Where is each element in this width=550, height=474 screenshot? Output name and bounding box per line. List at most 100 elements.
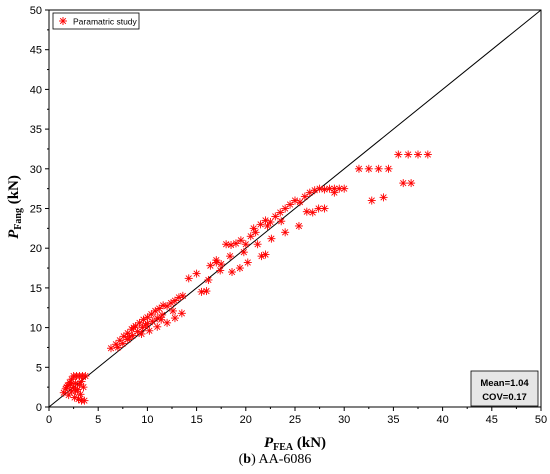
legend-marker-star [59,17,67,25]
y-axis-label-unit: (kN) [6,175,22,208]
data-point [158,310,167,319]
caption-text: AA-6086 [255,452,312,467]
data-point [177,309,186,318]
data-point [374,164,383,173]
data-point [231,239,240,248]
data-point [281,228,290,237]
data-point [320,204,329,213]
y-tick-label: 0 [36,402,42,414]
data-point [267,234,276,243]
y-tick-label: 5 [36,362,42,374]
y-tick-label: 45 [30,45,42,57]
data-point [217,260,226,269]
x-tick-label: 35 [387,414,399,426]
data-point [261,250,270,259]
data-point [354,164,363,173]
data-point [266,217,275,226]
data-point [79,383,88,392]
data-point [295,198,304,207]
data-point [294,221,303,230]
data-point [330,188,339,197]
data-point [399,179,408,188]
data-point [192,269,201,278]
data-point [212,258,221,267]
data-point [206,261,215,270]
data-point [243,258,252,267]
data-point [320,185,329,194]
stats-box-frame [470,370,539,407]
y-tick-label: 15 [30,283,42,295]
x-tick-label: 15 [190,414,202,426]
data-point [113,343,122,352]
data-point [77,377,86,386]
data-point [249,224,258,233]
data-point [228,268,237,277]
data-point [222,240,231,249]
y-tick-label: 40 [30,84,42,96]
data-point [155,304,164,313]
data-point [71,387,80,396]
data-point [404,150,413,159]
data-point [106,344,115,353]
y-tick-label: 50 [30,5,42,17]
x-axis-label-sub: FEA [273,442,294,450]
data-point [66,379,75,388]
data-point [178,291,187,300]
data-point [81,372,90,381]
data-point [276,208,285,217]
plot-frame [48,9,542,408]
data-point [76,390,85,399]
data-point [335,184,344,193]
legend-label: Paramatric study [73,17,138,27]
data-point [414,150,422,159]
data-point [163,318,172,327]
data-point [302,207,311,216]
data-point [281,204,290,213]
data-point [119,332,128,341]
data-point [62,383,71,392]
data-point [308,208,317,217]
data-point [197,287,206,296]
data-point [170,296,179,305]
data-point [271,212,280,221]
caption-letter: b [243,452,252,467]
data-point [143,313,152,322]
stats-mean: Mean=1.04 [480,378,529,389]
data-point [315,184,324,193]
data-point [71,379,80,388]
x-tick-label: 5 [95,414,101,426]
x-tick-label: 45 [486,414,498,426]
x-tick-label: 25 [289,414,301,426]
data-point [145,326,154,335]
data-point [241,240,250,249]
data-points [59,150,432,405]
reference-line [48,9,542,408]
x-tick-label: 0 [46,414,52,426]
legend-box [52,12,140,30]
data-point [147,310,156,319]
data-point [305,188,314,197]
data-point [236,236,245,245]
data-point [80,396,89,405]
stats-cov: COV=0.17 [482,392,527,403]
data-point [202,287,211,296]
data-point [168,306,177,315]
x-tick-label: 30 [338,414,350,426]
x-tick-label: 10 [141,414,153,426]
data-point [216,266,225,275]
data-point [384,164,393,173]
data-point [286,200,295,209]
data-point [246,232,255,241]
data-point [256,220,265,229]
data-point [263,221,272,230]
data-point [135,318,144,327]
data-point [253,240,262,249]
y-axis-label-main: P [6,229,22,239]
data-point [379,193,388,202]
data-point [163,302,172,311]
data-point [226,252,235,261]
stats-box: Mean=1.04 COV=0.17 [470,370,539,407]
data-point [325,184,334,193]
y-tick-label: 10 [30,323,42,335]
data-point [153,322,162,331]
